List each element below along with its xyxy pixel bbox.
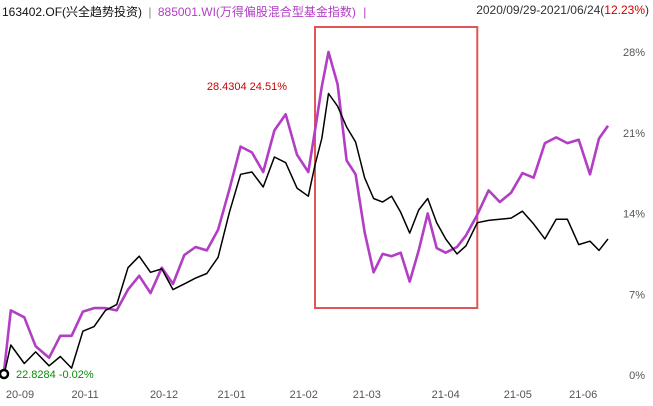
legend: 163402.OF(兴全趋势投资) | 885001.WI(万得偏股混合型基金指… (2, 3, 366, 20)
x-tick-label: 21-06 (569, 389, 597, 401)
date-range-dates: 2020/09/29-2021/06/24( (476, 3, 605, 17)
y-tick-label: 7% (629, 289, 645, 301)
legend-fund-label[interactable]: 163402.OF(兴全趋势投资) (2, 5, 143, 19)
y-tick-label: 0% (629, 370, 645, 382)
y-tick-label: 21% (623, 128, 645, 140)
y-tick-label: 14% (623, 209, 645, 221)
highlight-box (314, 26, 479, 309)
annotations: 28.4304 24.51% 22.8284 -0.02% (0, 81, 287, 381)
x-tick-label: 21-05 (504, 389, 532, 401)
index-series-line[interactable] (2, 50, 610, 372)
x-tick-label: 20-12 (150, 389, 178, 401)
date-range-change: 12.23% (604, 3, 645, 17)
x-tick-label: 20-11 (71, 389, 98, 401)
date-range-close: ) (645, 3, 649, 17)
y-tick-label: 28% (623, 47, 645, 59)
date-range: 2020/09/29-2021/06/24(12.23%) (476, 3, 649, 17)
x-axis: 20-09 20-11 20-12 21-01 21-02 21-03 21-04 21-05… (6, 389, 597, 401)
start-marker (0, 368, 10, 380)
x-tick-label: 21-04 (432, 389, 460, 401)
start-annotation: 22.8284 -0.02% (16, 369, 94, 381)
x-tick-label: 21-01 (218, 389, 246, 401)
fund-series-line[interactable] (3, 92, 609, 376)
legend-trailing-separator: | (363, 5, 367, 19)
legend-separator: | (148, 5, 152, 19)
x-tick-label: 20-09 (6, 389, 34, 401)
legend-index-label[interactable]: 885001.WI(万得偏股混合型基金指数) (157, 5, 356, 19)
x-tick-label: 21-03 (353, 389, 381, 401)
peak-annotation: 28.4304 24.51% (207, 81, 287, 93)
y-axis: 28% 21% 14% 7% 0% (623, 47, 645, 382)
x-tick-label: 21-02 (290, 389, 318, 401)
series-group (2, 50, 610, 376)
